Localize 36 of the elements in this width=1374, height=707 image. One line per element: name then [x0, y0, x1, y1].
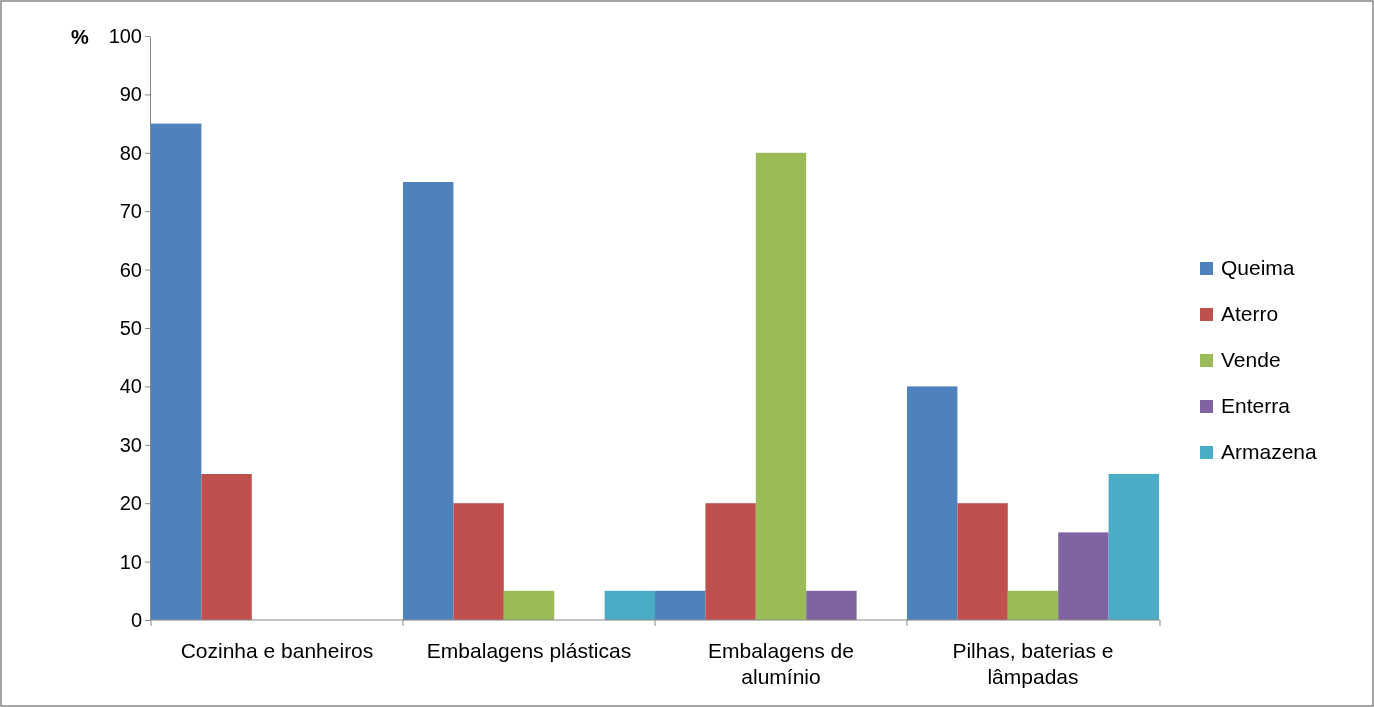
x-tick-label: Embalagens de alumínio	[708, 639, 854, 688]
x-tick-label: Cozinha e banheiros	[180, 639, 374, 662]
y-tick-label: 50	[119, 316, 142, 339]
bar	[604, 590, 655, 620]
y-tick-label: 90	[119, 83, 142, 106]
bar	[907, 386, 958, 620]
bar	[403, 182, 454, 620]
y-tick-label: 100	[108, 24, 142, 47]
bar	[503, 590, 555, 620]
bar	[755, 152, 807, 620]
y-tick-label: 20	[119, 492, 142, 515]
bar	[957, 503, 1008, 620]
bar	[201, 474, 252, 620]
y-axis-title: %	[71, 26, 90, 48]
x-tick-label: Embalagens plásticas	[426, 639, 632, 662]
bar	[655, 590, 706, 620]
bar	[705, 503, 756, 620]
y-tick-label: 80	[119, 141, 142, 164]
legend-label: Armazena	[1221, 440, 1318, 463]
y-tick-label: 60	[119, 258, 142, 281]
y-tick-label: 30	[119, 433, 142, 456]
x-tick-label: Pilhas, baterias e lâmpadas	[952, 639, 1114, 688]
y-tick-label: 40	[119, 375, 142, 398]
y-tick-label: 70	[119, 200, 142, 223]
y-tick-label: 10	[119, 550, 142, 573]
bar	[1007, 590, 1059, 620]
bar	[806, 590, 857, 620]
legend-label: Enterra	[1221, 394, 1291, 417]
legend-label: Queima	[1221, 256, 1295, 279]
bar	[1058, 532, 1109, 620]
bar	[453, 503, 504, 620]
y-tick-label: 0	[130, 608, 142, 631]
bar	[1108, 474, 1159, 620]
legend-label: Aterro	[1221, 302, 1279, 325]
legend-label: Vende	[1221, 348, 1281, 371]
bar	[151, 123, 202, 620]
